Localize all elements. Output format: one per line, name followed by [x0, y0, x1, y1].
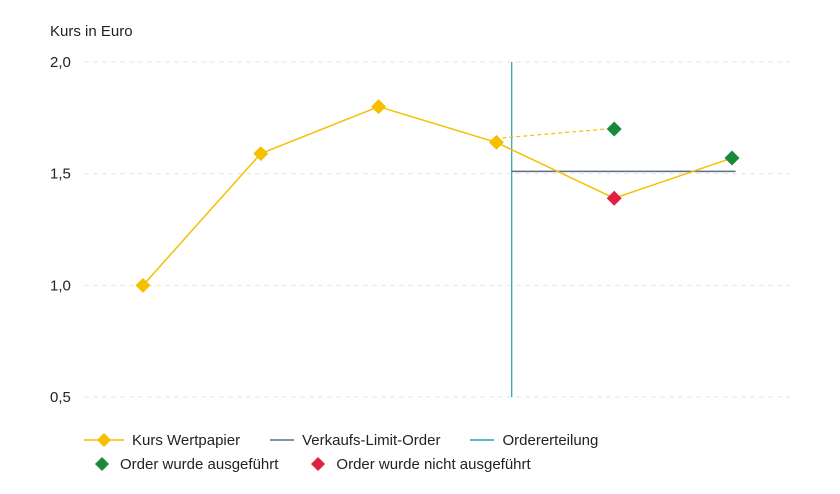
legend-item-limit: Verkaufs-Limit-Order [270, 432, 440, 449]
legend-label-not-executed: Order wurde nicht ausgeführt [336, 455, 531, 473]
projection-line [502, 128, 607, 139]
diamond-icon [311, 457, 326, 471]
y-tick-label: 1,0 [50, 277, 71, 294]
legend: Kurs Wertpapier Verkaufs-Limit-Order Ord… [84, 428, 804, 476]
marks [135, 62, 740, 397]
executed-point [724, 150, 740, 166]
legend-label-executed: Order wurde ausgeführt [120, 455, 279, 473]
diamond-icon [95, 457, 109, 471]
y-ticks: 2,0 1,5 1,0 0,5 [50, 54, 71, 406]
y-tick-label: 0,5 [50, 389, 71, 406]
legend-label-kurs: Kurs Wertpapier [132, 431, 241, 449]
chart: Kurs in Euro 2,0 1,5 1,0 0,5 [50, 23, 790, 406]
y-axis-label: Kurs in Euro [50, 23, 133, 40]
kurs-point [371, 99, 387, 115]
legend-item-executed: Order wurde ausgeführt [92, 456, 278, 473]
kurs-point [253, 146, 269, 162]
legend-item-not-executed: Order wurde nicht ausgeführt [308, 455, 531, 473]
legend-item-kurs: Kurs Wertpapier [84, 432, 240, 449]
legend-label-ordererteilung: Ordererteilung [502, 431, 599, 449]
kurs-point [488, 134, 504, 150]
legend-item-ordererteilung: Ordererteilung [470, 432, 598, 449]
kurs-line [142, 105, 733, 286]
kurs-point [135, 277, 151, 293]
not-executed-point [606, 190, 622, 206]
line-icon [270, 439, 295, 441]
grid [84, 61, 790, 398]
line-diamond-icon [84, 433, 124, 447]
y-tick-label: 2,0 [50, 54, 71, 71]
executed-point [606, 121, 622, 137]
legend-label-limit: Verkaufs-Limit-Order [302, 431, 441, 449]
y-tick-label: 1,5 [50, 166, 71, 183]
line-icon [470, 439, 495, 441]
